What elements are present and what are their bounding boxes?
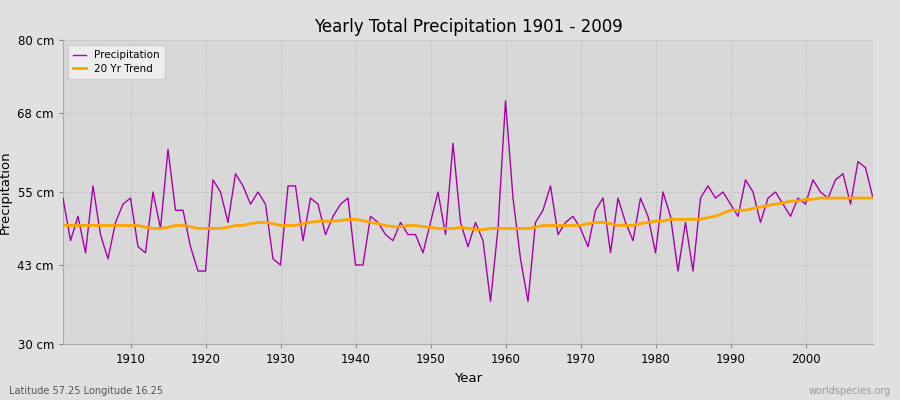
Precipitation	[605, 250, 616, 255]
Precipitation	[485, 299, 496, 304]
Line: Precipitation: Precipitation	[63, 101, 873, 302]
20 Yr Trend	[470, 227, 481, 232]
20 Yr Trend	[328, 219, 338, 224]
Title: Yearly Total Precipitation 1901 - 2009: Yearly Total Precipitation 1901 - 2009	[313, 18, 623, 36]
Text: worldspecies.org: worldspecies.org	[809, 386, 891, 396]
20 Yr Trend	[815, 196, 826, 200]
20 Yr Trend	[283, 223, 293, 228]
Text: Latitude 57.25 Longitude 16.25: Latitude 57.25 Longitude 16.25	[9, 386, 163, 396]
20 Yr Trend	[508, 226, 518, 231]
Precipitation	[58, 196, 68, 200]
Legend: Precipitation, 20 Yr Trend: Precipitation, 20 Yr Trend	[68, 45, 165, 79]
Precipitation	[508, 196, 518, 200]
20 Yr Trend	[118, 223, 129, 228]
Precipitation	[118, 202, 129, 206]
20 Yr Trend	[868, 196, 878, 200]
20 Yr Trend	[58, 223, 68, 228]
Precipitation	[868, 196, 878, 200]
Precipitation	[515, 256, 526, 261]
Y-axis label: Precipitation: Precipitation	[0, 150, 12, 234]
Line: 20 Yr Trend: 20 Yr Trend	[63, 198, 873, 230]
20 Yr Trend	[500, 226, 511, 231]
20 Yr Trend	[598, 220, 608, 225]
Precipitation	[500, 98, 511, 103]
Precipitation	[328, 214, 338, 219]
X-axis label: Year: Year	[454, 372, 482, 384]
Precipitation	[283, 184, 293, 188]
